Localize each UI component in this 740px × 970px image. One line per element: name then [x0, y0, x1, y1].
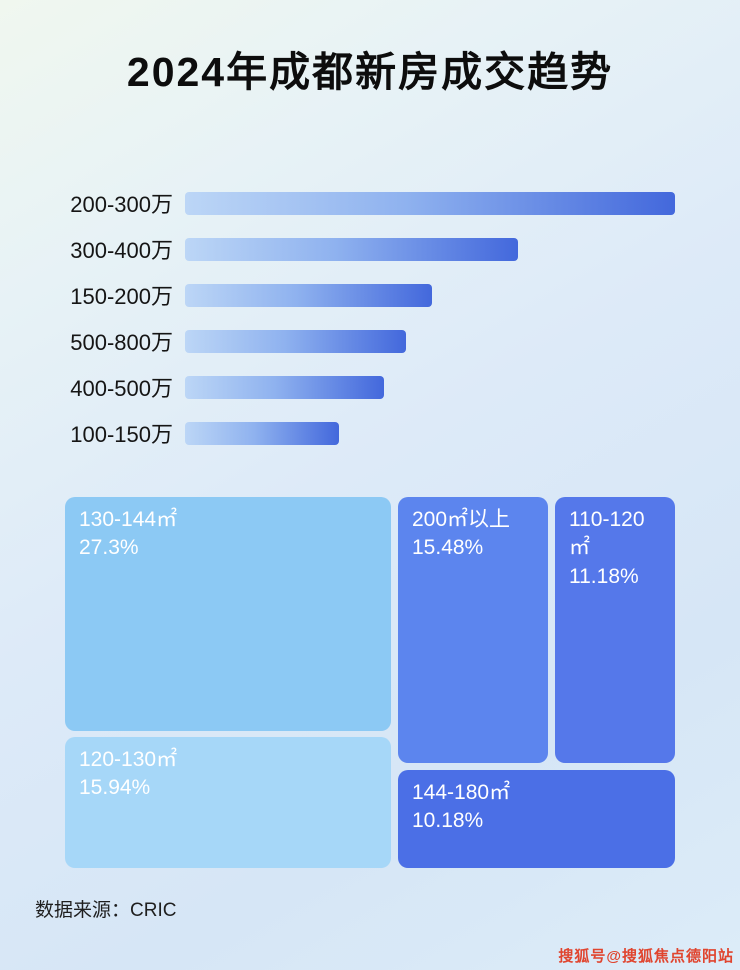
treemap-block-label: 200㎡以上: [412, 508, 511, 531]
data-source-label: 数据来源：CRIC: [35, 900, 177, 921]
bar-label: 500-800万: [70, 330, 173, 355]
unit-size-treemap: 130-144㎡ 27.3% 200㎡以上 15.48% 110-120㎡ 11…: [65, 497, 675, 868]
watermark-label: 搜狐号@搜狐焦点德阳站: [558, 948, 734, 965]
bar-fill: [185, 191, 675, 215]
bar-track: [185, 283, 675, 307]
bar-row: 400-500万: [55, 364, 675, 410]
treemap-block-percent: 11.18%: [569, 564, 639, 588]
treemap-block-percent: 27.3%: [79, 536, 139, 560]
bar-label: 150-200万: [70, 284, 173, 309]
bar-label: 300-400万: [70, 238, 173, 263]
treemap-block-110-120: 110-120㎡ 11.18%: [555, 497, 675, 763]
bar-row: 150-200万: [55, 272, 675, 318]
price-band-bar-chart: 200-300万 300-400万 150-200万 500-800万 400-…: [55, 180, 675, 456]
page-title: 2024年成都新房成交趋势: [126, 49, 614, 95]
bar-row: 300-400万: [55, 226, 675, 272]
treemap-block-percent: 15.48%: [412, 536, 484, 560]
treemap-block-144-180: 144-180㎡ 10.18%: [398, 770, 675, 868]
bar-row: 500-800万: [55, 318, 675, 364]
bar-fill: [185, 329, 407, 353]
bar-fill: [185, 237, 519, 261]
bar-label: 400-500万: [70, 376, 173, 401]
treemap-block-label: 110-120㎡: [569, 508, 645, 560]
bar-track: [185, 237, 675, 261]
bar-fill: [185, 421, 340, 445]
bar-fill: [185, 375, 384, 399]
treemap-block-percent: 15.94%: [79, 776, 151, 800]
treemap-block-label: 130-144㎡: [79, 508, 178, 531]
bar-track: [185, 375, 675, 399]
treemap-block-label: 144-180㎡: [412, 781, 511, 804]
bar-row: 100-150万: [55, 410, 675, 456]
treemap-block-label: 120-130㎡: [79, 748, 178, 771]
bar-track: [185, 329, 675, 353]
treemap-block-120-130: 120-130㎡ 15.94%: [65, 737, 391, 868]
treemap-block-percent: 10.18%: [412, 809, 484, 833]
bar-track: [185, 191, 675, 215]
bar-label: 200-300万: [70, 192, 173, 217]
bar-fill: [185, 283, 433, 307]
treemap-block-130-144: 130-144㎡ 27.3%: [65, 497, 391, 731]
bar-label: 100-150万: [70, 422, 173, 447]
bar-row: 200-300万: [55, 180, 675, 226]
treemap-block-200-plus: 200㎡以上 15.48%: [398, 497, 548, 763]
bar-track: [185, 421, 675, 445]
